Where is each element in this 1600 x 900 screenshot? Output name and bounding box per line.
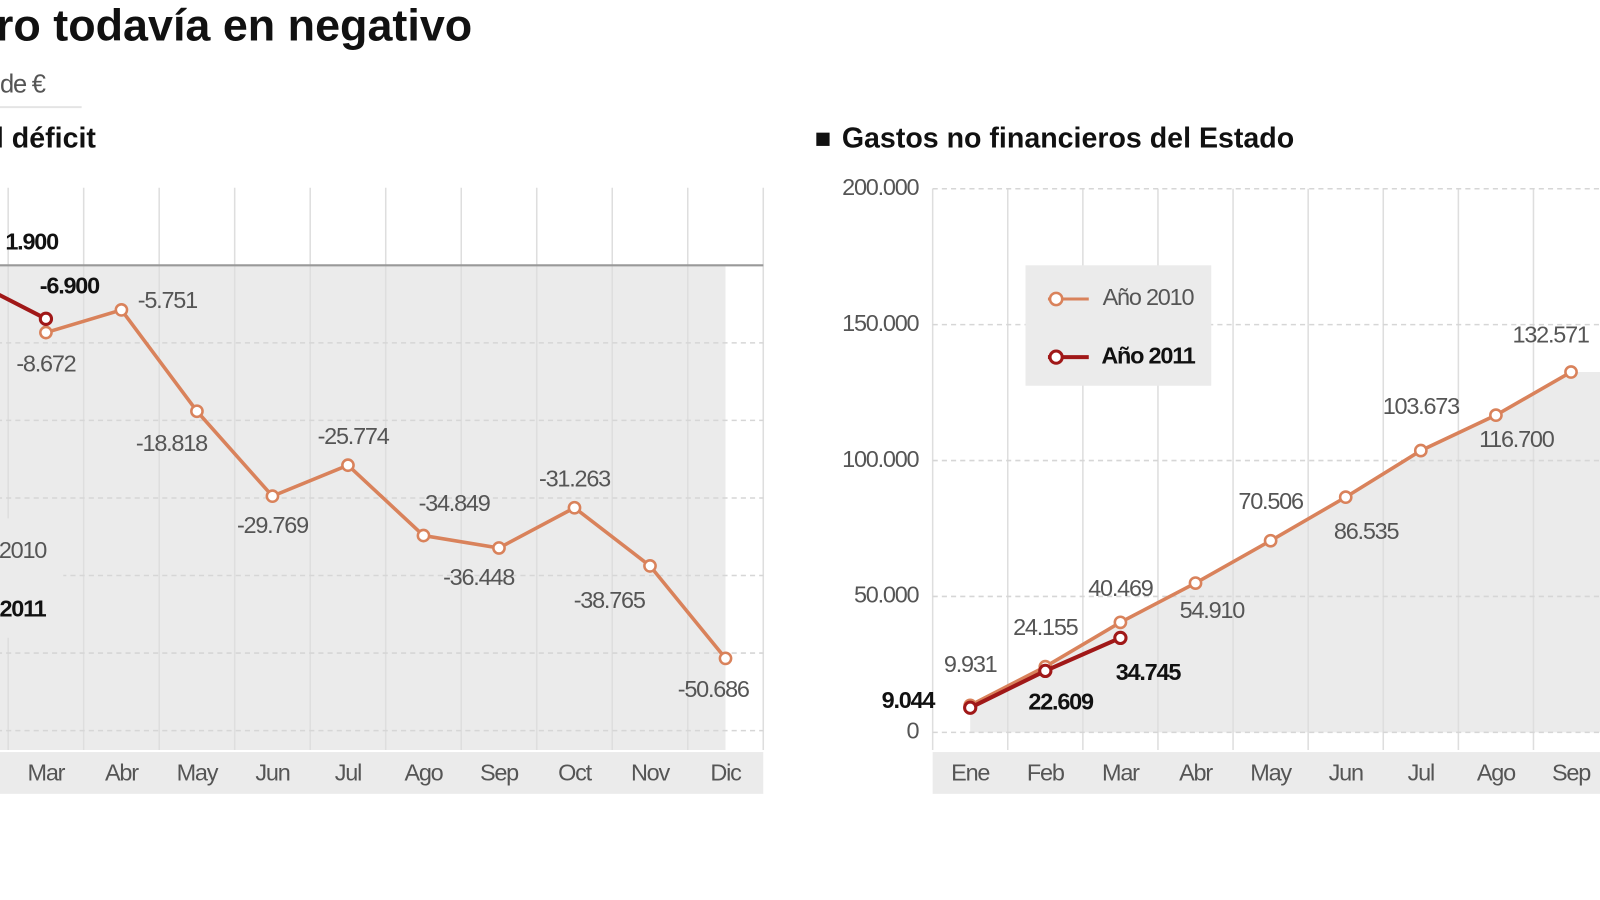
- data-point: [492, 541, 506, 555]
- data-label: -29.769: [237, 512, 308, 538]
- data-label: 9.044: [882, 687, 936, 713]
- data-label: 70.506: [1238, 488, 1304, 514]
- shaded-area: [970, 372, 1600, 733]
- legend-marker: [1048, 349, 1064, 365]
- data-label: -38.765: [574, 587, 646, 613]
- x-tick-label: Feb: [1027, 760, 1065, 786]
- legend-label: 2010: [0, 537, 47, 563]
- x-tick-label: Dic: [710, 760, 742, 786]
- x-tick-label: Oct: [558, 760, 593, 786]
- data-point: [1263, 533, 1278, 548]
- data-point: [39, 325, 53, 340]
- x-tick-label: May: [1250, 760, 1292, 786]
- x-tick-label: May: [177, 760, 219, 786]
- data-point: [718, 651, 733, 666]
- legend-marker: [1048, 291, 1064, 307]
- legend-box: [0, 518, 64, 638]
- data-label: -8.672: [16, 350, 75, 376]
- series-line: [0, 292, 47, 321]
- x-axis-band: [932, 752, 1600, 794]
- data-point: [38, 311, 54, 326]
- legend-label: 2011: [0, 595, 47, 621]
- y-tick-label: 50.000: [854, 582, 920, 608]
- x-tick-label: Ago: [1477, 760, 1516, 786]
- data-point: [1113, 615, 1128, 630]
- data-label: 22.609: [1028, 689, 1094, 715]
- x-tick-label: Sep: [480, 760, 519, 786]
- data-label: -36.448: [443, 564, 515, 590]
- legend-box: [1025, 265, 1212, 386]
- data-label: 9.931: [944, 651, 997, 677]
- data-point: [416, 528, 431, 543]
- data-point: [1413, 443, 1428, 458]
- series-line: [45, 307, 727, 660]
- data-label: -31.263: [539, 465, 611, 491]
- data-point: [1188, 576, 1203, 590]
- x-tick-label: Abr: [1179, 760, 1213, 786]
- data-label: 132.571: [1513, 322, 1589, 348]
- data-label: -34.849: [419, 490, 490, 516]
- data-label: 1.900: [5, 229, 59, 255]
- subtitle: de €: [0, 70, 46, 98]
- x-axis-band: [0, 752, 764, 794]
- data-label: 54.910: [1180, 597, 1246, 623]
- data-label: -6.900: [40, 272, 100, 298]
- y-tick-label: 0: [907, 718, 920, 744]
- data-label: 40.469: [1088, 575, 1153, 601]
- panel-bullet: [816, 132, 830, 146]
- y-tick-label: 150.000: [842, 310, 919, 336]
- x-tick-label: Jun: [1329, 760, 1363, 786]
- data-point: [1038, 663, 1053, 679]
- legend-label: Año 2010: [1103, 284, 1195, 310]
- data-label: 24.155: [1013, 614, 1079, 640]
- x-tick-label: Ago: [404, 760, 443, 786]
- data-label: -25.774: [318, 423, 390, 449]
- legend-label: Año 2011: [1101, 342, 1195, 368]
- data-label: -5.751: [138, 287, 197, 313]
- data-point: [190, 404, 204, 419]
- panel-title: l déficit: [0, 122, 96, 154]
- data-point: [643, 559, 657, 573]
- x-tick-label: Jul: [335, 760, 361, 786]
- x-tick-label: Sep: [1552, 760, 1591, 786]
- panel-title: Gastos no financieros del Estado: [842, 122, 1294, 154]
- data-point: [1564, 365, 1578, 379]
- data-label: -18.818: [136, 430, 208, 456]
- data-label: -50.686: [678, 676, 750, 702]
- x-tick-label: Mar: [1102, 760, 1140, 786]
- x-tick-label: Ene: [951, 760, 989, 786]
- data-point: [567, 500, 582, 515]
- data-point: [114, 303, 129, 317]
- main-title: ro todavía en negativo: [0, 0, 472, 50]
- data-point: [1338, 490, 1353, 505]
- x-tick-label: Jun: [255, 760, 289, 786]
- data-point: [341, 458, 355, 473]
- data-label: 86.535: [1334, 518, 1400, 544]
- data-point: [265, 489, 280, 504]
- data-point: [1489, 408, 1503, 423]
- data-label: 34.745: [1116, 659, 1182, 685]
- data-point: [1113, 630, 1128, 646]
- x-tick-label: Nov: [631, 760, 671, 786]
- y-tick-label: 200.000: [842, 174, 919, 200]
- data-label: 103.673: [1383, 393, 1460, 419]
- shaded-area: [0, 265, 726, 750]
- y-tick-label: 100.000: [842, 446, 919, 472]
- x-tick-label: Abr: [105, 760, 139, 786]
- data-point: [963, 700, 978, 715]
- data-label: 116.700: [1479, 426, 1555, 452]
- x-tick-label: Jul: [1408, 760, 1434, 786]
- x-tick-label: Mar: [28, 760, 66, 786]
